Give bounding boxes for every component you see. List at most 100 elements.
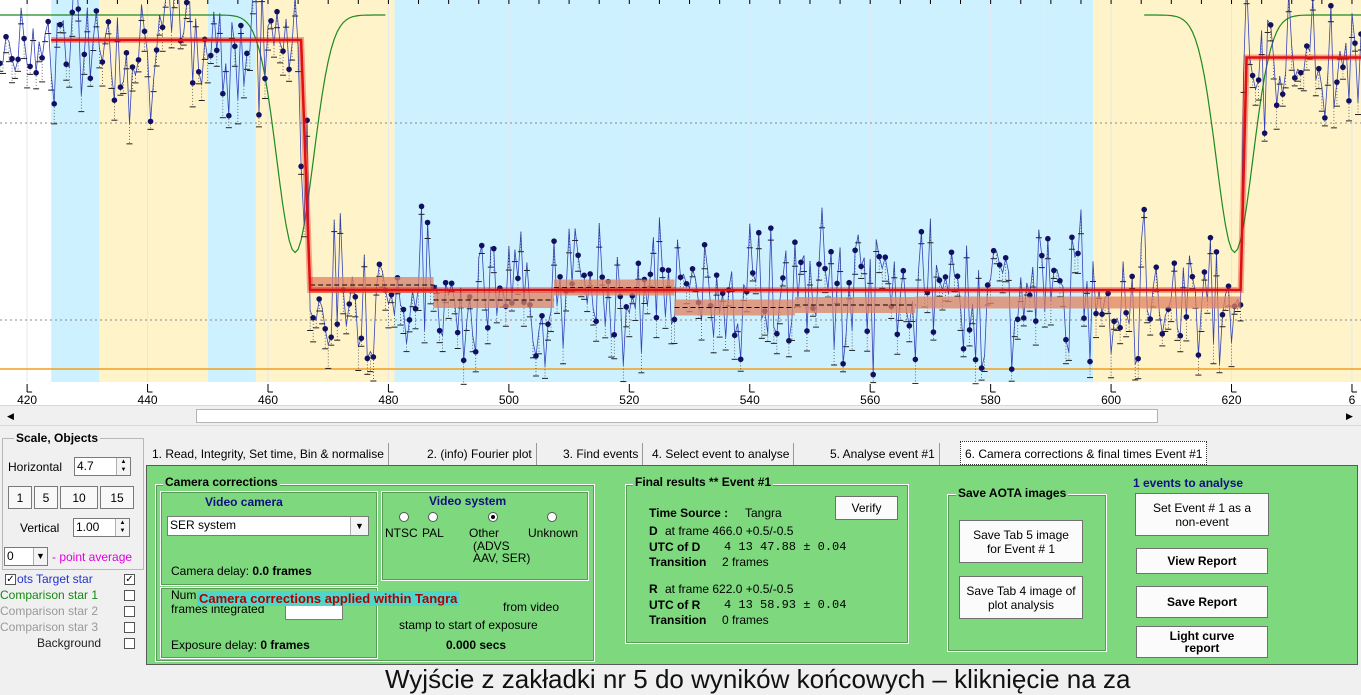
- data-point: [701, 241, 708, 248]
- verify-button[interactable]: Verify: [835, 496, 898, 520]
- data-point: [737, 356, 744, 363]
- data-point: [1087, 358, 1093, 365]
- scroll-thumb[interactable]: [196, 409, 1158, 423]
- background-checkbox[interactable]: [124, 638, 135, 649]
- band: [207, 0, 256, 382]
- tab-select-event[interactable]: 4. Select event to analyse: [648, 443, 795, 465]
- vertical-label: Vertical: [20, 521, 60, 535]
- data-point: [1039, 252, 1045, 259]
- data-point: [3, 33, 9, 40]
- comparison-star-3-checkbox[interactable]: [124, 622, 135, 633]
- point-average-select[interactable]: 0 ▼: [4, 547, 48, 566]
- data-point: [1020, 315, 1027, 321]
- scroll-left-icon[interactable]: ◀: [7, 410, 14, 421]
- data-point: [587, 271, 593, 277]
- scale-10-button[interactable]: 10: [60, 486, 98, 509]
- exposure-delay-label: Exposure delay:: [171, 638, 258, 652]
- data-point: [472, 349, 479, 355]
- view-report-button[interactable]: View Report: [1136, 548, 1268, 574]
- data-point: [418, 203, 425, 210]
- pal-label: PAL: [422, 526, 444, 540]
- data-point: [792, 239, 798, 246]
- unknown-label: Unknown: [528, 526, 579, 540]
- data-point: [105, 19, 112, 25]
- data-point: [1189, 273, 1196, 280]
- horizontal-spinner[interactable]: 4.7 ▲ ▼: [74, 457, 131, 476]
- r-frame: at frame 622.0 +0.5/-0.5: [665, 582, 794, 596]
- comparison-star-2-checkbox[interactable]: [124, 606, 135, 617]
- plot-bands: [51, 0, 1361, 382]
- chevron-down-icon[interactable]: ▼: [33, 548, 47, 565]
- data-point: [864, 328, 870, 335]
- step-fit-halo: [51, 37, 1361, 293]
- data-point: [147, 118, 154, 125]
- point-average-label: - point average: [52, 550, 133, 564]
- camera-select[interactable]: SER system ▼: [167, 516, 369, 536]
- data-point: [1249, 72, 1256, 79]
- data-point: [268, 17, 274, 24]
- target-star-checkbox[interactable]: ✓: [124, 574, 135, 585]
- r-transition-value: 0 frames: [722, 613, 769, 627]
- scroll-right-icon[interactable]: ▶: [1346, 410, 1353, 421]
- plots-checkbox[interactable]: ✓: [5, 574, 16, 585]
- data-point: [460, 357, 467, 364]
- data-point: [442, 279, 449, 286]
- data-point: [388, 291, 395, 298]
- data-point: [1171, 260, 1178, 266]
- data-point: [99, 59, 106, 65]
- data-point: [834, 280, 840, 287]
- camera-delay-value: 0.0 frames: [252, 564, 312, 578]
- tab-read-integrity[interactable]: 1. Read, Integrity, Set time, Bin & norm…: [148, 443, 389, 465]
- data-point: [912, 356, 919, 363]
- vertical-spinner[interactable]: 1.00 ▲ ▼: [73, 518, 130, 537]
- data-point: [1093, 310, 1099, 317]
- set-non-event-button[interactable]: Set Event # 1 as a non-event: [1135, 493, 1269, 536]
- pal-radio[interactable]: [428, 512, 438, 522]
- data-point: [852, 247, 858, 254]
- tab-find-events[interactable]: 3. Find events: [559, 443, 644, 465]
- spinner-arrows-icon[interactable]: ▲ ▼: [116, 458, 130, 475]
- scale-1-button[interactable]: 1: [8, 486, 32, 509]
- comparison-star-1-checkbox[interactable]: [124, 590, 135, 601]
- x-tick-label: 440: [138, 393, 158, 405]
- chevron-down-icon[interactable]: ▼: [350, 517, 368, 535]
- data-point: [93, 8, 100, 14]
- scale-5-button[interactable]: 5: [34, 486, 58, 509]
- data-point: [310, 315, 316, 321]
- data-point: [1267, 22, 1274, 28]
- x-tick-label: 600: [1101, 393, 1121, 405]
- save-report-button[interactable]: Save Report: [1136, 586, 1268, 618]
- data-point: [768, 225, 774, 231]
- exposure-delay-value: 0 frames: [260, 638, 310, 652]
- tab-fourier-plot[interactable]: 2. (info) Fourier plot: [423, 443, 537, 465]
- save-tab5-image-button[interactable]: Save Tab 5 image for Event # 1: [959, 520, 1083, 563]
- other-radio[interactable]: [488, 512, 498, 522]
- light-curve-report-button[interactable]: Light curve report: [1136, 626, 1268, 658]
- data-point: [15, 56, 21, 63]
- data-point: [942, 274, 949, 280]
- scale-15-button[interactable]: 15: [100, 486, 134, 509]
- data-point: [189, 80, 196, 86]
- data-point: [840, 360, 846, 367]
- horizontal-scrollbar[interactable]: ◀ ▶: [0, 405, 1361, 426]
- data-point: [774, 330, 780, 337]
- data-point: [689, 265, 696, 272]
- data-point: [9, 55, 15, 62]
- data-point: [1159, 331, 1166, 337]
- data-point: [1195, 352, 1202, 358]
- tab-camera-corrections[interactable]: 6. Camera corrections & final times Even…: [960, 441, 1208, 465]
- save-tab4-image-button[interactable]: Save Tab 4 image of plot analysis: [959, 576, 1083, 619]
- light-curve-plot: 420 440 460 480 500 520 540 560 580 600 620 6: [0, 0, 1361, 405]
- data-point: [665, 267, 672, 274]
- data-point: [123, 50, 130, 56]
- data-point: [677, 274, 684, 281]
- data-point: [1297, 69, 1304, 76]
- from-video-label: from video: [503, 600, 560, 614]
- tab-analyse-event[interactable]: 5. Analyse event #1: [826, 443, 940, 465]
- unknown-radio[interactable]: [547, 512, 557, 522]
- fit-lines: [51, 37, 1361, 316]
- data-point: [1213, 249, 1220, 255]
- spinner-arrows-icon[interactable]: ▲ ▼: [115, 519, 129, 536]
- ntsc-radio[interactable]: [399, 512, 409, 522]
- vertical-value: 1.00: [76, 520, 100, 534]
